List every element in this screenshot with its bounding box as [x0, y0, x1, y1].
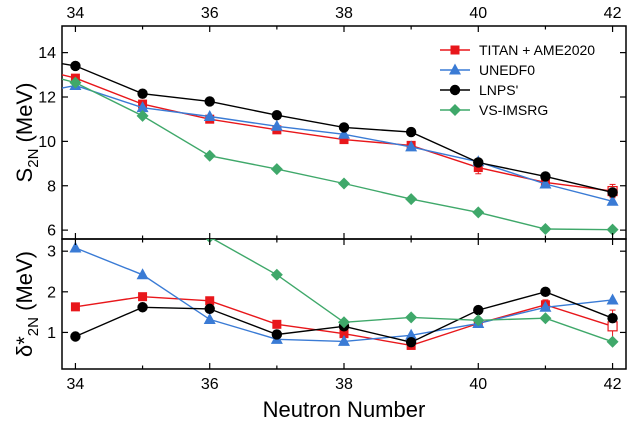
top-vs-imsrg-point — [203, 149, 216, 162]
bottom-vs-imsrg-point — [539, 312, 552, 325]
top-titan-ame2020-line — [62, 74, 613, 192]
bottom-vs-imsrg-point — [338, 316, 350, 329]
top-lnps-point — [473, 157, 484, 168]
x-axis-title: Neutron Number — [263, 397, 426, 422]
top-y-axis-title-sub: 2N — [25, 149, 42, 168]
top-lnps-point — [607, 187, 618, 198]
legend-vs-imsrg-label: VS-IMSRG — [479, 102, 548, 118]
top-lnps-line — [62, 63, 613, 194]
bottom-unedf0-point — [203, 312, 216, 324]
top-lnps-point — [338, 122, 350, 133]
top-unedf0-point — [270, 119, 283, 131]
bottom-vs-imsrg-point — [405, 311, 418, 324]
bottom-y-axis-title-unit: (MeV) — [12, 251, 37, 317]
bottom-lnps-point — [70, 331, 81, 342]
legend-vs-imsrg-swatch-marker — [449, 104, 461, 116]
bottom-x-tick-label: 34 — [67, 376, 85, 393]
top-x-tick-label: 36 — [201, 5, 219, 22]
bottom-lnps-point — [405, 336, 417, 348]
bottom-titan-ame2020-point — [205, 296, 215, 306]
bottom-vs-imsrg-point — [270, 268, 283, 281]
bottom-unedf0-point — [539, 300, 552, 312]
bottom-y-tick-label: 1 — [47, 325, 56, 342]
top-lnps-point — [271, 109, 283, 121]
top-vs-imsrg-point — [472, 206, 485, 219]
top-lnps-point — [137, 88, 148, 99]
bottom-titan-ame2020-point — [138, 292, 148, 302]
top-y-tick-label: 10 — [38, 134, 56, 151]
top-vs-imsrg-point — [606, 223, 619, 236]
bottom-vs-imsrg-point — [472, 314, 485, 327]
bottom-lnps-point — [271, 329, 283, 340]
top-y-tick-label: 14 — [38, 45, 56, 62]
bottom-y-tick-label: 2 — [47, 284, 56, 301]
bottom-unedf0-point — [338, 334, 350, 346]
legend-unedf0-label: UNEDF0 — [479, 62, 535, 78]
top-vs-imsrg-point — [338, 177, 350, 190]
bottom-lnps-point — [607, 313, 618, 324]
bottom-unedf0-point — [136, 268, 149, 280]
top-vs-imsrg-point — [539, 223, 552, 236]
top-vs-imsrg-point — [405, 193, 418, 206]
top-y-tick-label: 12 — [38, 90, 56, 107]
bottom-y-axis-title: δ*2N (MeV) — [12, 251, 42, 357]
bottom-x-tick-label: 36 — [201, 376, 219, 393]
bottom-x-tick-label: 40 — [469, 376, 487, 393]
legend-titan-ame2020-swatch-marker — [450, 45, 460, 55]
bottom-titan-ame2020-point — [339, 329, 349, 339]
top-lnps-point — [70, 60, 81, 72]
top-unedf0-point — [136, 101, 149, 113]
bottom-titan-ame2020-point — [272, 319, 282, 329]
top-x-tick-label: 34 — [67, 5, 85, 22]
legend-unedf0-swatch-marker — [449, 63, 461, 75]
bottom-x-tick-label: 38 — [335, 376, 353, 393]
bottom-unedf0-point — [405, 328, 418, 340]
top-x-tick-label: 38 — [335, 5, 353, 22]
top-x-tick-label: 42 — [604, 5, 622, 22]
bottom-unedf0-point — [69, 241, 82, 253]
bottom-lnps-point — [473, 304, 484, 316]
bottom-y-tick-label: 3 — [47, 244, 56, 261]
bottom-lnps-point — [540, 286, 551, 298]
top-y-tick-label: 8 — [47, 178, 56, 195]
legend-titan-ame2020-label: TITAN + AME2020 — [479, 42, 595, 58]
top-y-tick-label: 6 — [47, 223, 56, 240]
top-vs-imsrg-line — [62, 78, 613, 231]
top-unedf0-point — [539, 177, 552, 189]
top-vs-imsrg-point — [270, 163, 283, 176]
top-lnps-point — [204, 96, 215, 107]
top-lnps-point — [540, 171, 551, 182]
bottom-y-axis-title-sub: 2N — [25, 317, 42, 336]
top-unedf0-line — [62, 84, 613, 202]
bottom-unedf0-point — [606, 293, 619, 305]
bottom-y-axis-title-main: δ* — [12, 336, 37, 357]
legend-lnps-swatch-marker — [449, 84, 461, 96]
bottom-vs-imsrg-point — [606, 335, 619, 348]
top-titan-ame2020-point — [339, 135, 349, 145]
bottom-lnps-point — [204, 303, 215, 315]
top-unedf0-point — [405, 140, 418, 152]
legend-lnps-label: LNPS' — [479, 82, 518, 98]
top-y-axis-title-main: S — [12, 168, 37, 183]
top-vs-imsrg-point — [136, 109, 149, 122]
top-y-axis-title: S2N (MeV) — [12, 83, 42, 183]
top-unedf0-point — [606, 194, 619, 206]
top-vs-imsrg-point — [69, 76, 82, 89]
bottom-titan-ame2020-point — [70, 302, 80, 312]
bottom-lnps-point — [137, 302, 148, 313]
top-unedf0-point — [203, 110, 216, 122]
top-x-tick-label: 40 — [469, 5, 487, 22]
top-lnps-point — [405, 126, 417, 138]
bottom-x-tick-label: 42 — [604, 376, 622, 393]
top-unedf0-point — [338, 127, 350, 139]
top-y-axis-title-unit: (MeV) — [12, 83, 37, 149]
bottom-vs-imsrg-line — [211, 239, 613, 343]
